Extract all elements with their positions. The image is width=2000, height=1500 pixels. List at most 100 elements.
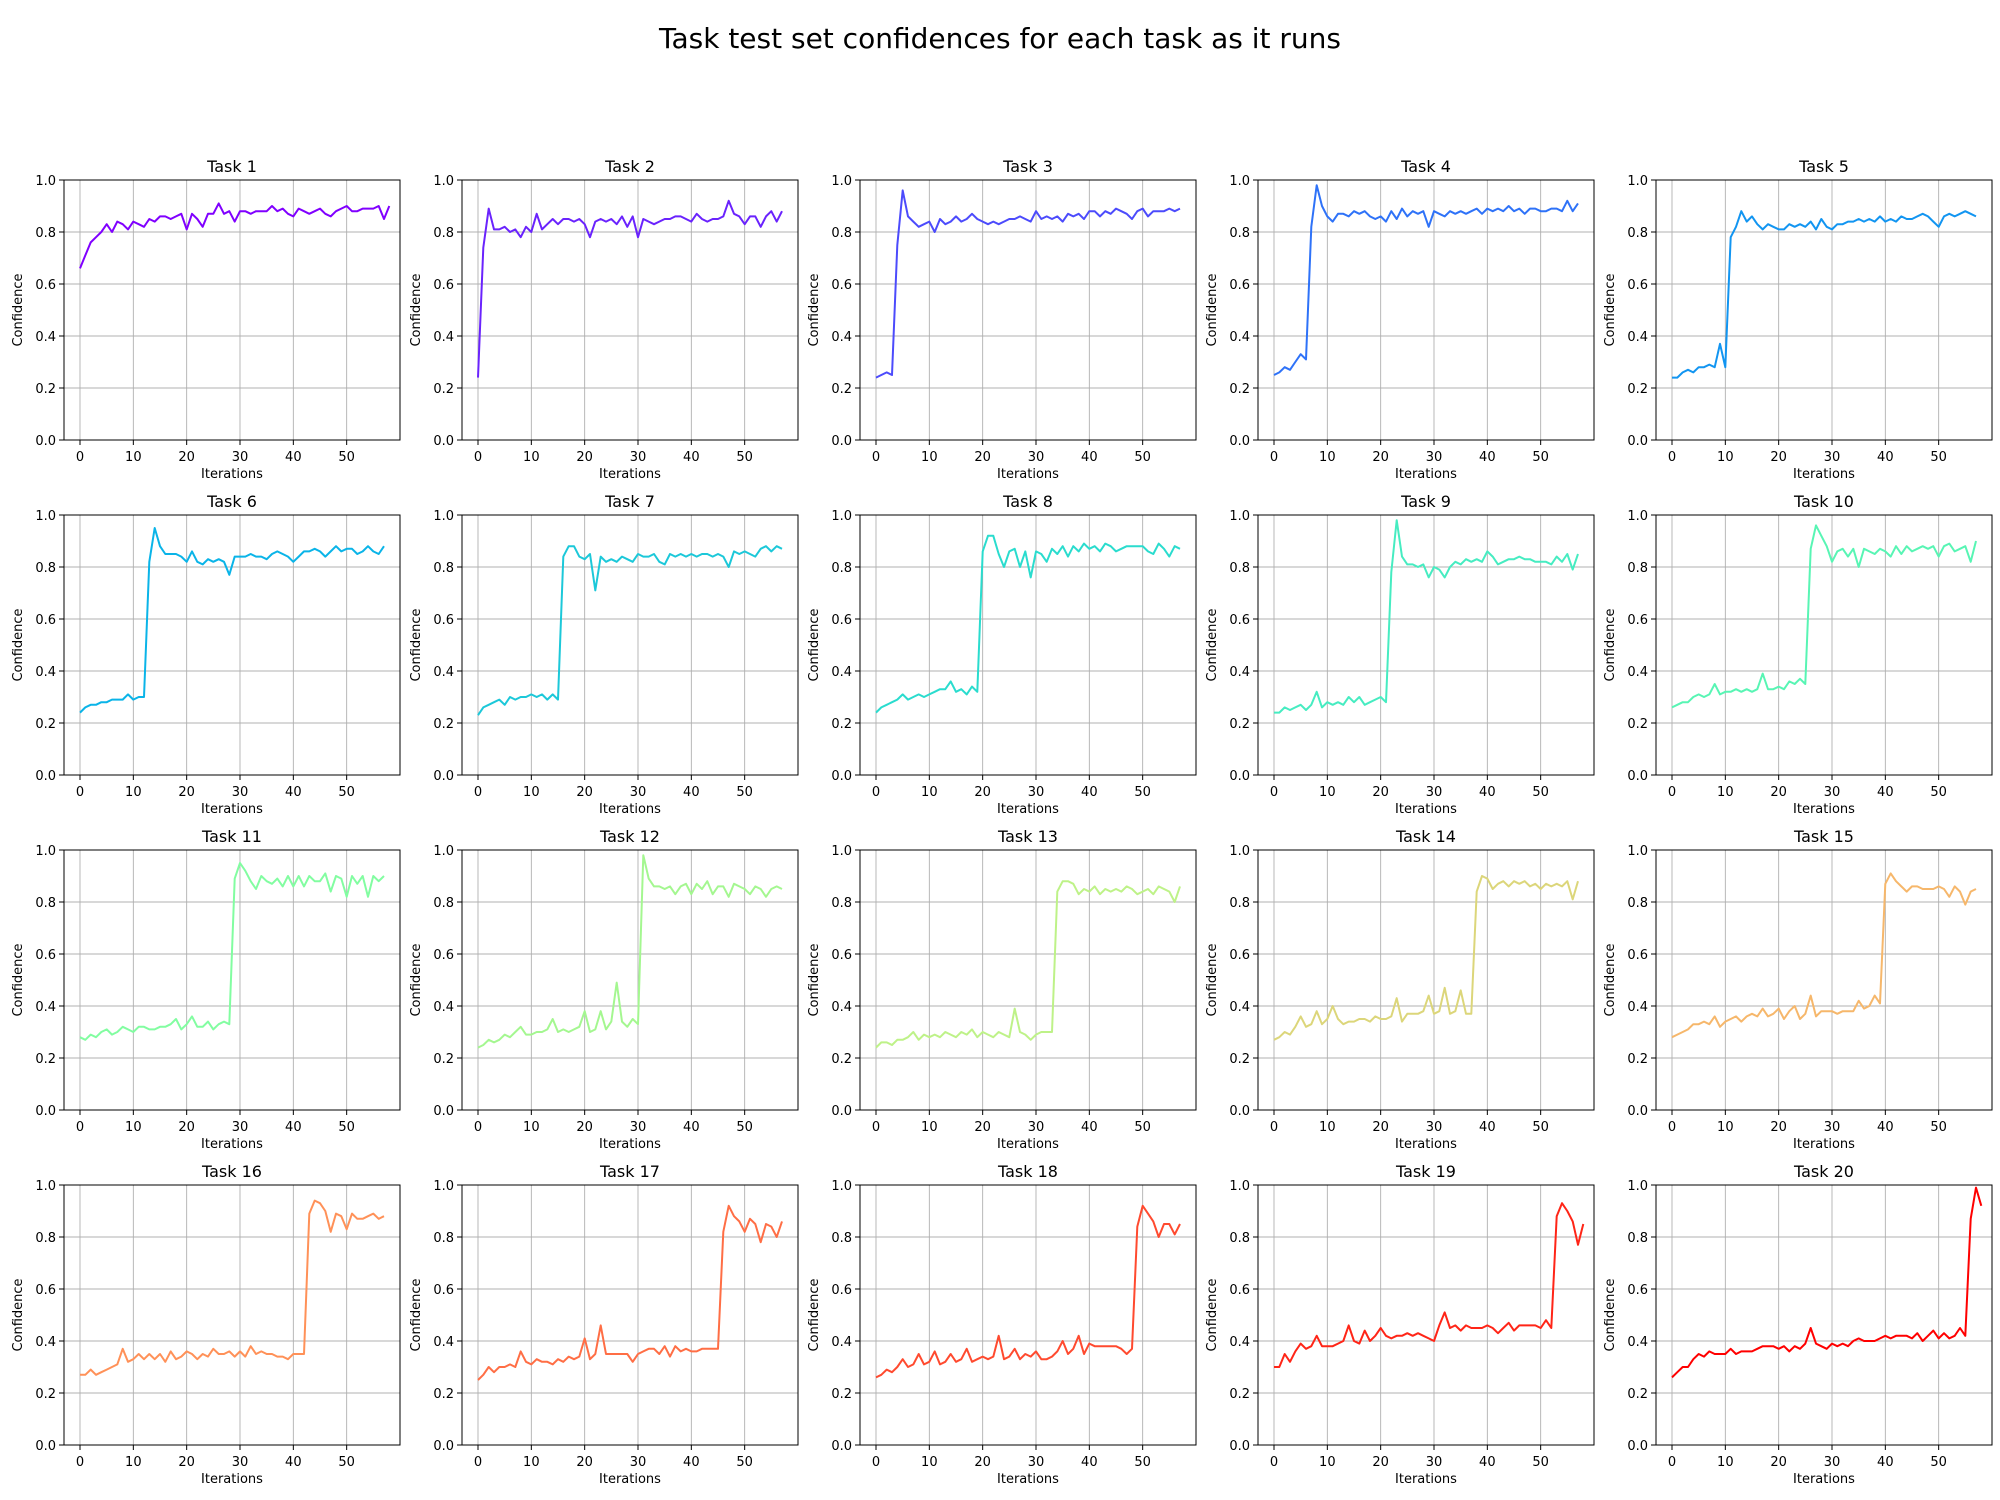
- y-tick-label: 0.6: [433, 1283, 454, 1298]
- subplot-title: Task 4: [1400, 157, 1451, 176]
- x-tick-label: 10: [921, 1455, 938, 1470]
- x-tick-label: 30: [1824, 450, 1841, 465]
- y-tick-label: 0.2: [35, 717, 56, 732]
- subplot-task-4: 0 10 20 30 40 50 0.0 0.2 0.4 0.6 0.8 1.0 Task 4 Itera…: [1205, 157, 1595, 482]
- x-tick-label: 0: [474, 785, 482, 800]
- x-tick-label: 30: [1426, 1455, 1443, 1470]
- y-tick-label: 0.8: [35, 896, 56, 911]
- subplot-task-10: 0 10 20 30 40 50 0.0 0.2 0.4 0.6 0.8 1.0 Task 10 Iter…: [1603, 492, 1993, 817]
- x-axis-label: Iterations: [1395, 467, 1457, 482]
- x-tick-label: 50: [1930, 1120, 1947, 1135]
- axes-frame: [461, 179, 799, 441]
- axes-frame: [1257, 179, 1595, 441]
- x-tick-label: 50: [338, 785, 355, 800]
- subplot-title: Task 8: [1002, 492, 1053, 511]
- y-tick-label: 0.2: [1627, 1387, 1648, 1402]
- subplot-task-13: 0 10 20 30 40 50 0.0 0.2 0.4 0.6 0.8 1.0 Task 13 Iter…: [807, 827, 1197, 1152]
- subplot-title: Task 16: [201, 1162, 262, 1181]
- y-tick-label: 0.2: [433, 1052, 454, 1067]
- axes-frame: [63, 1184, 401, 1446]
- x-tick-label: 10: [125, 785, 142, 800]
- x-tick-label: 0: [76, 785, 84, 800]
- y-tick-label: 0.8: [1229, 226, 1250, 241]
- x-tick-label: 20: [178, 785, 195, 800]
- y-tick-label: 0.2: [1627, 1052, 1648, 1067]
- x-tick-label: 0: [872, 1120, 880, 1135]
- axes-frame: [1257, 514, 1595, 776]
- series-line: [1671, 524, 1977, 709]
- y-tick-label: 0.0: [35, 434, 56, 449]
- series-line: [79, 527, 385, 714]
- x-axis-label: Iterations: [997, 467, 1059, 482]
- y-tick-label: 0.0: [1229, 1104, 1250, 1119]
- x-tick-label: 50: [1930, 450, 1947, 465]
- x-tick-label: 50: [1930, 785, 1947, 800]
- x-tick-label: 20: [178, 1120, 195, 1135]
- y-tick-label: 0.4: [831, 1000, 852, 1015]
- x-tick-label: 10: [1319, 785, 1336, 800]
- y-tick-label: 1.0: [1229, 174, 1250, 189]
- y-tick-label: 0.4: [1229, 330, 1250, 345]
- y-tick-label: 1.0: [1229, 844, 1250, 859]
- y-tick-label: 0.0: [35, 1439, 56, 1454]
- subplot-title: Task 18: [997, 1162, 1058, 1181]
- y-tick-label: 1.0: [35, 174, 56, 189]
- x-tick-label: 0: [1270, 1455, 1278, 1470]
- x-tick-label: 50: [1532, 1455, 1549, 1470]
- y-tick-label: 0.6: [1229, 613, 1250, 628]
- series-line: [875, 534, 1181, 714]
- subplot-task-1: 0 10 20 30 40 50 0.0 0.2 0.4 0.6 0.8 1.0 Task 1 Itera…: [11, 157, 401, 482]
- axes-frame: [63, 849, 401, 1111]
- axes-frame: [1655, 1184, 1993, 1446]
- x-tick-label: 0: [76, 1455, 84, 1470]
- series-line: [477, 545, 783, 716]
- x-tick-label: 30: [1028, 450, 1045, 465]
- y-tick-label: 0.8: [35, 226, 56, 241]
- y-tick-label: 0.0: [1627, 434, 1648, 449]
- x-axis-label: Iterations: [599, 802, 661, 817]
- y-tick-label: 0.2: [35, 1052, 56, 1067]
- x-axis-label: Iterations: [1395, 1137, 1457, 1152]
- y-axis-label: Confidence: [11, 273, 26, 346]
- y-tick-label: 1.0: [831, 174, 852, 189]
- y-tick-label: 0.2: [35, 1387, 56, 1402]
- subplot-task-2: 0 10 20 30 40 50 0.0 0.2 0.4 0.6 0.8 1.0 Task 2 Itera…: [409, 157, 799, 482]
- y-tick-label: 0.4: [433, 1000, 454, 1015]
- x-axis-label: Iterations: [1793, 1472, 1855, 1487]
- x-axis-label: Iterations: [599, 1137, 661, 1152]
- x-tick-label: 30: [232, 1455, 249, 1470]
- x-tick-label: 30: [1824, 1120, 1841, 1135]
- x-tick-label: 20: [974, 1455, 991, 1470]
- subplot-task-7: 0 10 20 30 40 50 0.0 0.2 0.4 0.6 0.8 1.0 Task 7 Itera…: [409, 492, 799, 817]
- x-tick-label: 10: [523, 1455, 540, 1470]
- y-tick-label: 0.0: [1229, 1439, 1250, 1454]
- x-tick-label: 20: [178, 450, 195, 465]
- x-tick-label: 30: [1028, 1455, 1045, 1470]
- y-tick-label: 0.8: [1229, 896, 1250, 911]
- x-tick-label: 40: [683, 1120, 700, 1135]
- y-tick-label: 0.8: [1627, 1231, 1648, 1246]
- y-axis-label: Confidence: [1603, 273, 1618, 346]
- y-axis-label: Confidence: [807, 943, 822, 1016]
- series-line: [1274, 1202, 1585, 1368]
- y-axis-label: Confidence: [11, 1278, 26, 1351]
- y-tick-label: 0.2: [1229, 382, 1250, 397]
- x-tick-label: 20: [1372, 785, 1389, 800]
- y-axis-label: Confidence: [1205, 608, 1220, 681]
- y-axis-label: Confidence: [11, 943, 26, 1016]
- x-tick-label: 0: [1270, 785, 1278, 800]
- x-tick-label: 50: [338, 450, 355, 465]
- series-line: [79, 202, 391, 269]
- x-tick-label: 40: [285, 450, 302, 465]
- subplot-title: Task 3: [1002, 157, 1053, 176]
- y-tick-label: 0.2: [831, 1052, 852, 1067]
- x-tick-label: 0: [474, 1455, 482, 1470]
- x-tick-label: 40: [1479, 450, 1496, 465]
- x-tick-label: 40: [1081, 1120, 1098, 1135]
- subplot-title: Task 7: [604, 492, 655, 511]
- y-axis-label: Confidence: [1603, 608, 1618, 681]
- x-tick-label: 20: [1372, 1455, 1389, 1470]
- x-tick-label: 50: [338, 1120, 355, 1135]
- y-tick-label: 0.2: [1229, 1387, 1250, 1402]
